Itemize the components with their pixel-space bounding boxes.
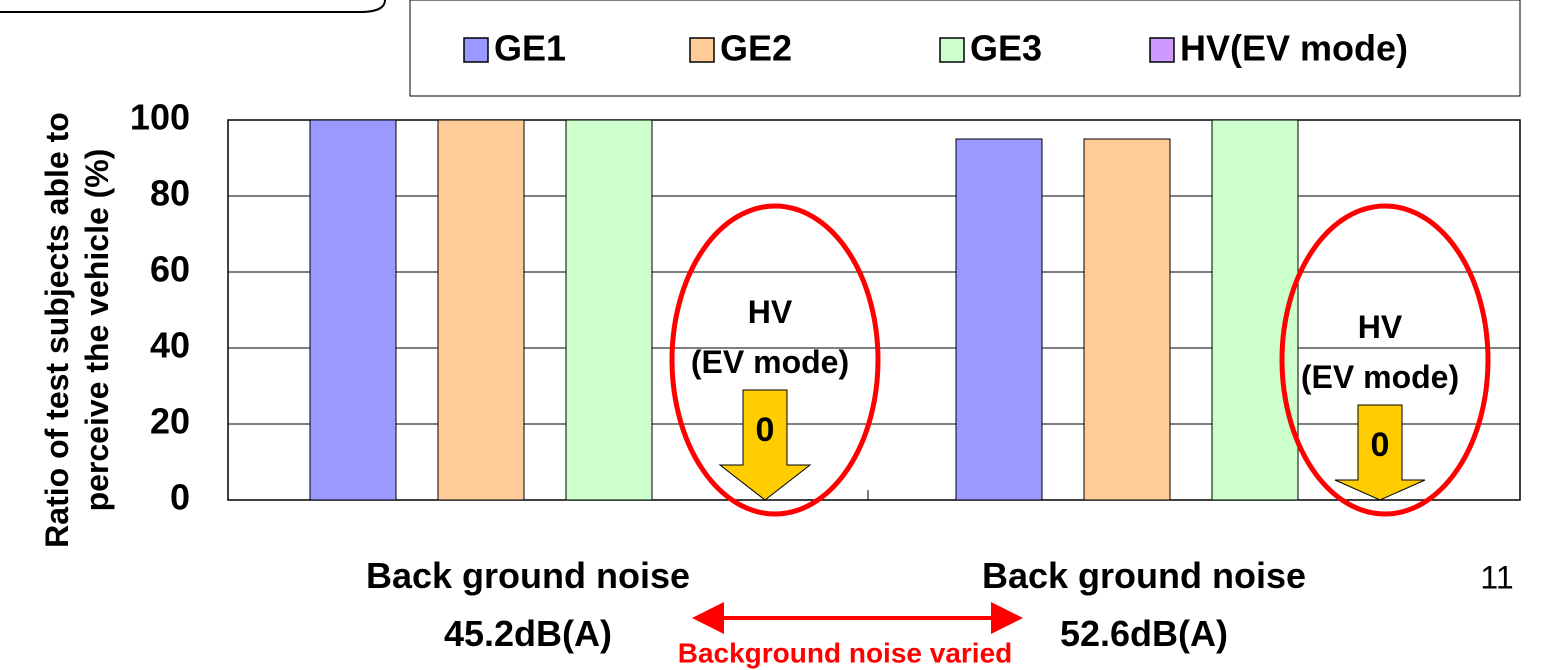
x-tick-label-line: Back ground noise xyxy=(366,555,690,596)
y-tick-label: 20 xyxy=(150,401,190,442)
y-axis-label-line: perceive the vehicle (%) xyxy=(79,149,115,512)
annotation: HV (EV mode) xyxy=(1301,309,1459,395)
x-tick-label: Back ground noise 52.6dB(A) xyxy=(982,555,1306,654)
bar xyxy=(955,138,1043,501)
page-number: 11 xyxy=(1480,559,1513,595)
legend-swatch xyxy=(1149,37,1175,63)
y-axis-label-line: Ratio of test subjects able to xyxy=(39,112,75,548)
frame-fragment xyxy=(0,0,386,13)
highlight-ellipse xyxy=(669,203,881,517)
y-tick-label: 60 xyxy=(150,249,190,290)
legend-swatch xyxy=(689,37,715,63)
legend-box xyxy=(409,0,1521,97)
annotation-line: (EV mode) xyxy=(1301,359,1459,395)
highlight-ellipse xyxy=(1279,203,1491,517)
bar xyxy=(1211,119,1299,501)
legend-swatch xyxy=(463,37,489,63)
legend-label: HV(EV mode) xyxy=(1180,28,1408,69)
zero-arrow xyxy=(1334,404,1426,501)
annotation-line: HV xyxy=(1358,309,1403,345)
value-label: 0 xyxy=(1371,426,1390,464)
annotation: HV (EV mode) xyxy=(691,294,849,380)
y-tick-label: 100 xyxy=(130,97,190,138)
note: Background noise varied xyxy=(678,637,1013,668)
x-tick-label: Back ground noise 45.2dB(A) xyxy=(366,555,690,654)
y-tick-label: 0 xyxy=(170,477,190,518)
value-label: 0 xyxy=(756,411,775,449)
x-tick-label-line: 52.6dB(A) xyxy=(1060,613,1228,654)
x-tick-label-line: 45.2dB(A) xyxy=(444,613,612,654)
annotation-line: (EV mode) xyxy=(691,344,849,380)
y-tick-label: 40 xyxy=(150,325,190,366)
legend-label: GE1 xyxy=(494,28,566,69)
legend-label: GE2 xyxy=(720,28,792,69)
x-tick-label-line: Back ground noise xyxy=(982,555,1306,596)
bar xyxy=(565,119,653,501)
legend-label: GE3 xyxy=(970,28,1042,69)
y-axis-label: Ratio of test subjects able to perceive t… xyxy=(39,112,115,548)
bar xyxy=(1083,138,1171,501)
zero-arrow xyxy=(718,389,812,501)
y-tick-label: 80 xyxy=(150,173,190,214)
bar xyxy=(309,119,397,501)
bar xyxy=(437,119,525,501)
legend-swatch xyxy=(939,37,965,63)
annotation-line: HV xyxy=(748,294,793,330)
